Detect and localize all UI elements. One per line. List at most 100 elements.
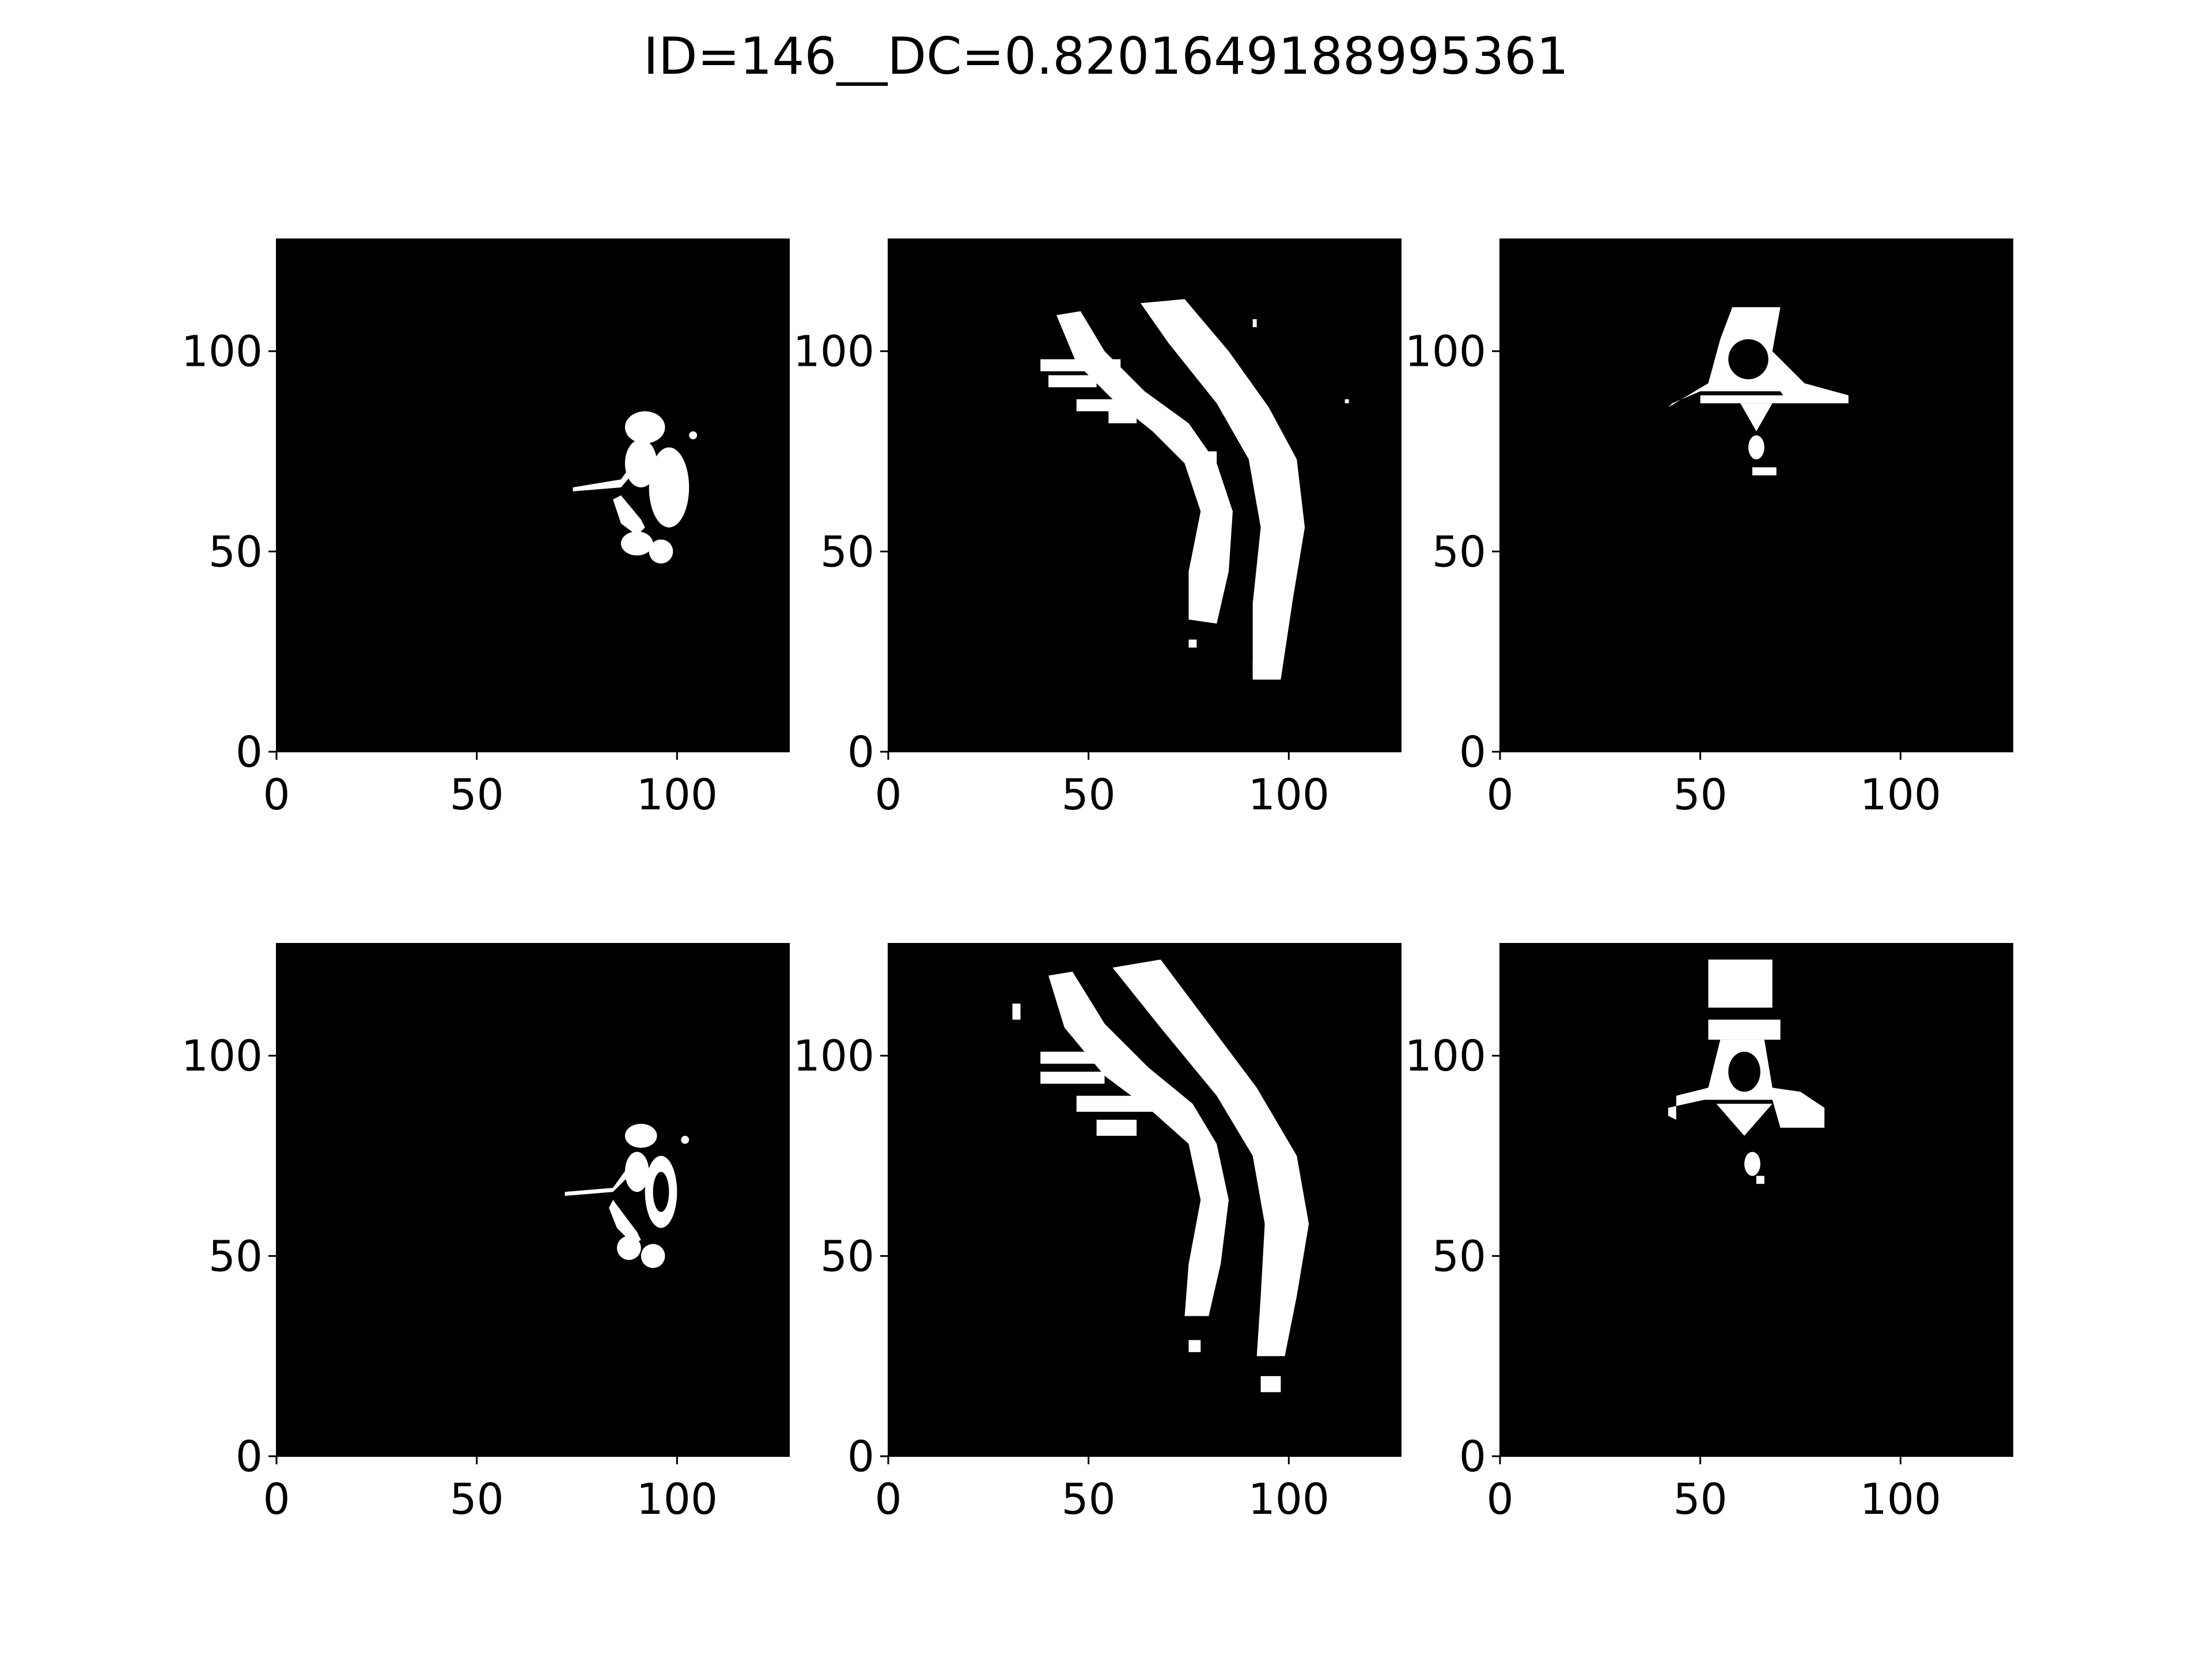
image-background xyxy=(888,239,1401,752)
panel-row2-col1: 0 50 100 0 50 100 xyxy=(181,943,790,1524)
mask-region xyxy=(620,531,653,556)
x-tick-label: 50 xyxy=(1062,1475,1116,1524)
mask-region xyxy=(1260,1376,1281,1392)
mask-region xyxy=(1108,411,1137,423)
x-tick-label: 100 xyxy=(1860,770,1941,820)
axes-frame xyxy=(1499,238,2013,752)
mask-region xyxy=(613,495,645,536)
y-tick-label: 0 xyxy=(236,728,263,777)
mask-region xyxy=(1344,399,1349,404)
panel-row1-col2: 0 50 100 0 50 100 xyxy=(793,238,1402,820)
x-tick-label: 50 xyxy=(1062,770,1116,820)
x-tick-label: 50 xyxy=(450,1475,504,1524)
x-tick-label: 0 xyxy=(1486,770,1513,820)
mask-region xyxy=(1040,359,1121,372)
mask-region xyxy=(1716,1104,1772,1136)
mask-region xyxy=(689,431,698,440)
image-background xyxy=(276,239,789,752)
mask-region xyxy=(1056,311,1233,624)
y-tick-label: 100 xyxy=(793,1032,874,1081)
mask-group xyxy=(565,1123,690,1268)
x-tick-label: 50 xyxy=(450,770,504,820)
x-tick-label: 100 xyxy=(1248,1475,1330,1524)
mask-group xyxy=(1040,299,1349,680)
y-tick-label: 0 xyxy=(847,1432,874,1482)
mask-region xyxy=(573,451,645,491)
y-tick-label: 0 xyxy=(847,728,874,777)
mask-group xyxy=(1012,959,1309,1392)
x-tick-label: 0 xyxy=(263,1475,290,1524)
mask-group xyxy=(573,411,698,564)
x-tick-label: 0 xyxy=(263,770,290,820)
mask-region xyxy=(1748,435,1764,460)
y-tick-label: 50 xyxy=(820,1232,874,1281)
x-tick-label: 50 xyxy=(1673,1475,1728,1524)
mask-region xyxy=(649,447,690,528)
y-tick-label: 50 xyxy=(820,527,874,577)
y-tick-label: 100 xyxy=(1405,327,1486,377)
mask-region xyxy=(1012,1003,1021,1020)
axes-frame xyxy=(1499,943,2013,1457)
mask-region xyxy=(1048,375,1097,388)
axes-frame xyxy=(276,238,790,752)
y-tick-label: 50 xyxy=(1432,1232,1486,1281)
y-tick-label: 50 xyxy=(209,1232,263,1281)
mask-region xyxy=(1700,395,1789,404)
mask-region xyxy=(1728,339,1768,380)
mask-region xyxy=(641,1244,665,1268)
mask-region xyxy=(1252,660,1273,676)
image-background xyxy=(276,944,789,1456)
mask-region xyxy=(1756,1176,1764,1184)
mask-region xyxy=(1744,1152,1760,1176)
x-tick-label: 100 xyxy=(637,1475,718,1524)
mask-region xyxy=(1740,403,1772,431)
x-tick-label: 0 xyxy=(1486,1475,1513,1524)
y-tick-label: 100 xyxy=(181,1032,263,1081)
mask-group xyxy=(1668,959,1825,1184)
y-tick-label: 0 xyxy=(1459,1432,1486,1482)
mask-region xyxy=(1209,451,1217,512)
mask-region xyxy=(1112,959,1309,1357)
panels: 0 50 100 0 50 100 0 50 100 0 50 100 0 50 100 0 50 100 0 50 1… xyxy=(181,238,2013,1524)
mask-region xyxy=(1188,639,1197,648)
x-tick-label: 100 xyxy=(1248,770,1330,820)
mask-region xyxy=(1708,1020,1781,1040)
image-background xyxy=(888,944,1401,1456)
y-tick-label: 100 xyxy=(1405,1032,1486,1081)
mask-region xyxy=(565,1160,637,1196)
y-tick-label: 0 xyxy=(1459,728,1486,777)
mask-region xyxy=(1076,1096,1153,1112)
axes-frame xyxy=(888,238,1402,752)
mask-region xyxy=(624,1152,649,1192)
mask-region xyxy=(1076,399,1145,411)
mask-region xyxy=(1040,1051,1129,1064)
mask-region xyxy=(681,1135,690,1144)
x-tick-label: 0 xyxy=(874,770,902,820)
mask-region xyxy=(624,1123,657,1148)
mask-region xyxy=(1141,299,1305,680)
y-tick-label: 0 xyxy=(236,1432,263,1482)
mask-region xyxy=(1252,319,1257,327)
mask-region xyxy=(653,1172,669,1212)
panel-row2-col2: 0 50 100 0 50 100 xyxy=(793,943,1402,1524)
x-tick-label: 50 xyxy=(1673,770,1728,820)
axes-frame xyxy=(276,943,790,1457)
mask-region xyxy=(1728,1051,1760,1092)
y-tick-label: 100 xyxy=(181,327,263,377)
mask-region xyxy=(1040,1071,1105,1084)
mask-region xyxy=(609,1200,641,1244)
axes-frame xyxy=(888,943,1402,1457)
panel-row1-col1: 0 50 100 0 50 100 xyxy=(181,238,790,820)
mask-region xyxy=(1752,467,1777,476)
x-tick-label: 0 xyxy=(874,1475,902,1524)
mask-region xyxy=(1708,959,1772,1008)
panel-row1-col3: 0 50 100 0 50 100 xyxy=(1405,238,2013,820)
y-tick-label: 50 xyxy=(1432,527,1486,577)
mask-region xyxy=(1188,1340,1201,1353)
y-tick-label: 100 xyxy=(793,327,874,377)
mask-region xyxy=(1096,1119,1137,1136)
figure-title: ID=146__DC=0.8201649188995361 xyxy=(643,26,1569,86)
mask-region xyxy=(649,539,673,564)
x-tick-label: 100 xyxy=(637,770,718,820)
